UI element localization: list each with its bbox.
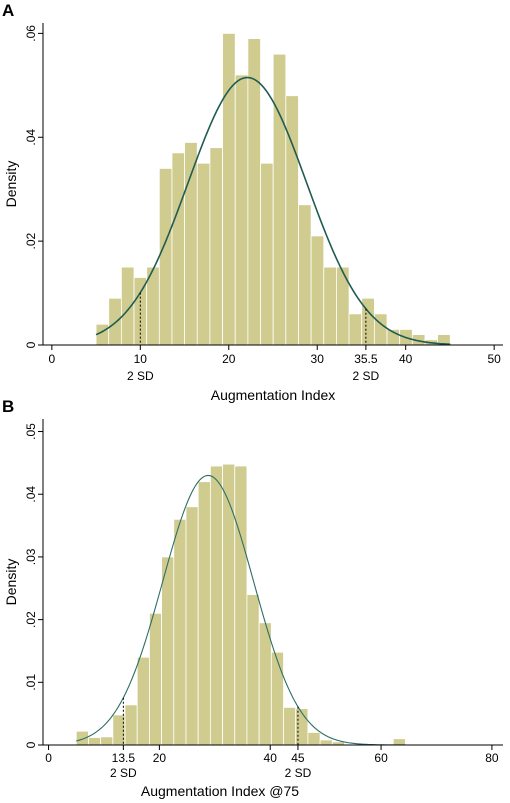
histogram-bar [161, 556, 175, 746]
histogram-bar [260, 162, 274, 346]
histogram-bar [323, 266, 337, 346]
y-tick-label: .02 [24, 611, 38, 628]
x-tick-label: 0 [49, 352, 56, 366]
histogram-bar [196, 162, 211, 346]
chart-b: 2 SD 2 SD 0 13.5 20 40 45 60 80 0 .01 .02 .03 .04 .05 D… [3, 419, 503, 799]
y-tick-label: .03 [24, 548, 38, 565]
panel-letter-a: A [2, 1, 14, 20]
x-tick-label: 40 [399, 352, 413, 366]
x-tick-label: 20 [153, 751, 167, 765]
x-tick-label: 30 [311, 352, 325, 366]
histogram-bar [310, 235, 325, 346]
x-tick-label: 60 [374, 751, 388, 765]
histogram-bar [185, 506, 199, 746]
x-axis-title: Augmentation Index @75 [141, 783, 299, 799]
x-tick-label: 10 [134, 352, 148, 366]
sd-marker-label: 2 SD [285, 766, 312, 780]
x-tick-label: 45 [291, 751, 305, 765]
histogram-bar [124, 704, 138, 746]
histogram-bar [75, 730, 89, 746]
histogram-bar [158, 168, 173, 346]
panel-letter-b: B [2, 397, 14, 416]
histogram-bar [258, 622, 272, 746]
histogram-bar [283, 706, 297, 746]
y-axis-title: Density [3, 161, 19, 208]
normal-density-curve [76, 474, 406, 746]
histogram-bar [120, 266, 135, 346]
y-tick-label: .04 [24, 129, 38, 146]
x-tick-label: 20 [222, 352, 236, 366]
histogram-bar [247, 38, 261, 346]
y-tick-label: .02 [24, 232, 38, 249]
histogram-bar [149, 612, 163, 746]
histogram-bar [88, 737, 102, 746]
histogram-bar [272, 53, 287, 346]
histogram-bar [373, 313, 388, 346]
x-tick-label: 0 [45, 751, 52, 765]
histogram-bar [100, 736, 114, 746]
histogram-bar [209, 465, 223, 746]
histogram-bar [173, 518, 187, 746]
histogram-bar [197, 481, 211, 746]
histogram-bar [234, 465, 248, 746]
y-tick-label: .06 [24, 25, 38, 42]
y-tick-label: .05 [24, 423, 38, 440]
x-tick-label: 35.5 [354, 352, 378, 366]
chart-a: 2 SD 2 SD 0 10 20 30 35.5 40 50 0 .02 .04 .06 Density… [3, 23, 503, 403]
y-tick-label: .01 [24, 674, 38, 691]
histogram-bar [171, 152, 186, 346]
histogram-bar [307, 732, 321, 746]
y-axis-title: Density [3, 559, 19, 606]
x-tick-label: 40 [264, 751, 278, 765]
histogram-bar [392, 738, 406, 746]
histogram-bar [298, 204, 312, 346]
normal-density-curve [95, 76, 451, 346]
histogram-bar [133, 277, 148, 346]
sd-marker-label: 2 SD [110, 766, 137, 780]
sd-marker-label: 2 SD [353, 369, 380, 383]
x-tick-label: 80 [485, 751, 499, 765]
sd-marker-label: 2 SD [127, 369, 154, 383]
histogram-bar [209, 147, 223, 346]
x-tick-label: 13.5 [112, 751, 136, 765]
y-tick-label: 0 [24, 341, 38, 348]
histogram-bar [222, 32, 236, 346]
x-axis-title: Augmentation Index [211, 387, 336, 403]
x-tick-label: 50 [487, 352, 501, 366]
histogram-bar [270, 651, 284, 746]
histogram-bar [234, 74, 249, 346]
histogram-bar [136, 656, 150, 746]
histogram-bar [319, 739, 333, 746]
histogram-bar [246, 594, 260, 746]
y-tick-label: .04 [24, 486, 38, 503]
histogram-bar [222, 463, 236, 746]
histogram-bar [348, 313, 363, 346]
y-tick-label: 0 [24, 741, 38, 748]
histogram-bar [108, 297, 122, 346]
